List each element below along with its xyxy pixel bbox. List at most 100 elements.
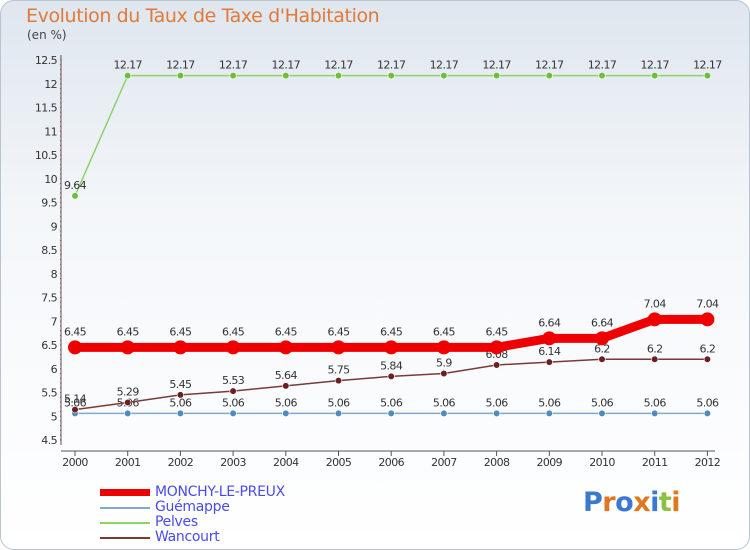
data-point-gu-mappe: [387, 409, 395, 418]
y-minor-tick: [60, 244, 61, 246]
data-label-pelves: 12.17: [640, 59, 669, 72]
data-point-gu-mappe: [334, 409, 343, 418]
data-point-pelves: [703, 72, 712, 80]
data-point-wancourt: [598, 355, 606, 363]
data-label-pelves: 12.17: [430, 59, 459, 72]
logo-letter: t: [658, 487, 672, 518]
data-point-monchy-le-preux: [542, 331, 557, 346]
y-minor-tick: [60, 88, 61, 89]
legend-label-pelves: Pelves: [155, 514, 198, 530]
data-point-gu-mappe: [545, 409, 553, 418]
y-minor-tick: [60, 401, 61, 403]
y-minor-tick: [60, 439, 61, 441]
data-label-gu-mappe: 5.06: [644, 396, 667, 409]
y-minor-tick: [60, 225, 61, 227]
y-minor-tick: [60, 316, 61, 317]
y-tick-label: 5.5: [41, 387, 57, 400]
y-minor-tick: [60, 135, 61, 137]
data-point-pelves: [493, 72, 501, 80]
data-label-wancourt: 5.9: [436, 357, 452, 370]
data-label-monchy-le-preux: 6.45: [486, 325, 509, 338]
x-tick-label: 2007: [431, 456, 457, 469]
data-point-monchy-le-preux: [68, 340, 82, 355]
data-label-wancourt: 6.2: [700, 342, 716, 355]
data-label-gu-mappe: 5.06: [486, 396, 509, 409]
y-minor-tick: [60, 430, 61, 431]
y-minor-tick: [60, 278, 61, 279]
data-label-pelves: 12.17: [535, 59, 564, 72]
y-minor-tick: [60, 363, 61, 365]
y-tick-label: 12: [44, 78, 57, 91]
y-minor-tick: [60, 382, 61, 384]
y-tick-label: 9: [51, 220, 58, 233]
y-minor-tick: [60, 121, 61, 123]
data-label-monchy-le-preux: 7.04: [644, 297, 667, 310]
y-minor-tick: [60, 168, 61, 170]
data-label-monchy-le-preux: 6.45: [117, 325, 140, 338]
data-point-wancourt: [71, 406, 79, 414]
data-label-gu-mappe: 5.06: [327, 396, 350, 409]
y-minor-tick: [60, 235, 61, 237]
data-point-monchy-le-preux: [489, 340, 504, 355]
data-label-wancourt: 5.53: [222, 374, 245, 387]
data-point-monchy-le-preux: [436, 340, 451, 355]
data-point-wancourt: [493, 361, 501, 369]
data-label-pelves: 12.17: [377, 59, 406, 72]
data-label-wancourt: 5.64: [275, 369, 298, 382]
y-minor-tick: [60, 183, 61, 184]
data-point-monchy-le-preux: [384, 340, 399, 355]
legend-swatch-pelves: [100, 522, 150, 524]
y-minor-tick: [60, 173, 61, 175]
data-point-wancourt: [651, 355, 659, 363]
data-point-pelves: [229, 72, 237, 80]
data-label-wancourt: 5.84: [380, 359, 403, 372]
data-point-monchy-le-preux: [173, 340, 188, 355]
y-minor-tick: [60, 192, 61, 194]
y-minor-tick: [60, 358, 61, 360]
y-minor-tick: [60, 178, 61, 180]
y-minor-tick: [60, 149, 61, 151]
data-point-pelves: [651, 72, 659, 80]
data-point-gu-mappe: [651, 409, 659, 418]
y-minor-tick: [60, 126, 61, 127]
data-label-monchy-le-preux: 6.45: [327, 325, 350, 338]
data-label-wancourt: 5.14: [64, 393, 87, 406]
y-minor-tick: [60, 216, 61, 218]
y-tick-label: 8: [51, 268, 58, 281]
logo-letter: o: [615, 487, 634, 518]
y-minor-tick: [60, 396, 61, 398]
y-minor-tick: [60, 259, 61, 260]
legend-label-wancourt: Wancourt: [155, 529, 220, 545]
y-minor-tick: [60, 411, 61, 412]
x-tick-label: 2010: [589, 456, 615, 469]
y-minor-tick: [60, 392, 61, 393]
data-point-pelves: [176, 72, 184, 80]
x-tick-label: 2000: [62, 456, 88, 469]
data-point-monchy-le-preux: [226, 340, 241, 355]
y-minor-tick: [60, 434, 61, 436]
y-tick-label: 7: [51, 315, 58, 328]
y-minor-tick: [60, 202, 61, 203]
data-label-monchy-le-preux: 6.45: [222, 325, 245, 338]
data-point-pelves: [71, 192, 79, 200]
data-point-wancourt: [229, 387, 237, 395]
legend-swatch-guemappe: [100, 507, 150, 509]
y-tick-label: 5: [51, 410, 58, 423]
y-minor-tick: [60, 159, 61, 161]
logo-letter: i: [671, 487, 681, 518]
y-minor-tick: [60, 154, 61, 156]
y-minor-tick: [60, 107, 61, 108]
y-minor-tick: [60, 69, 61, 70]
y-tick-label: 7.5: [41, 292, 57, 305]
y-minor-tick: [60, 406, 61, 408]
data-point-wancourt: [176, 391, 184, 399]
y-minor-tick: [60, 211, 61, 213]
y-minor-tick: [60, 377, 61, 379]
data-point-gu-mappe: [440, 409, 448, 418]
y-minor-tick: [60, 140, 61, 142]
y-minor-tick: [60, 354, 61, 355]
x-tick-label: 2008: [484, 456, 510, 469]
y-tick-label: 10: [44, 173, 57, 186]
y-minor-tick: [60, 297, 61, 298]
